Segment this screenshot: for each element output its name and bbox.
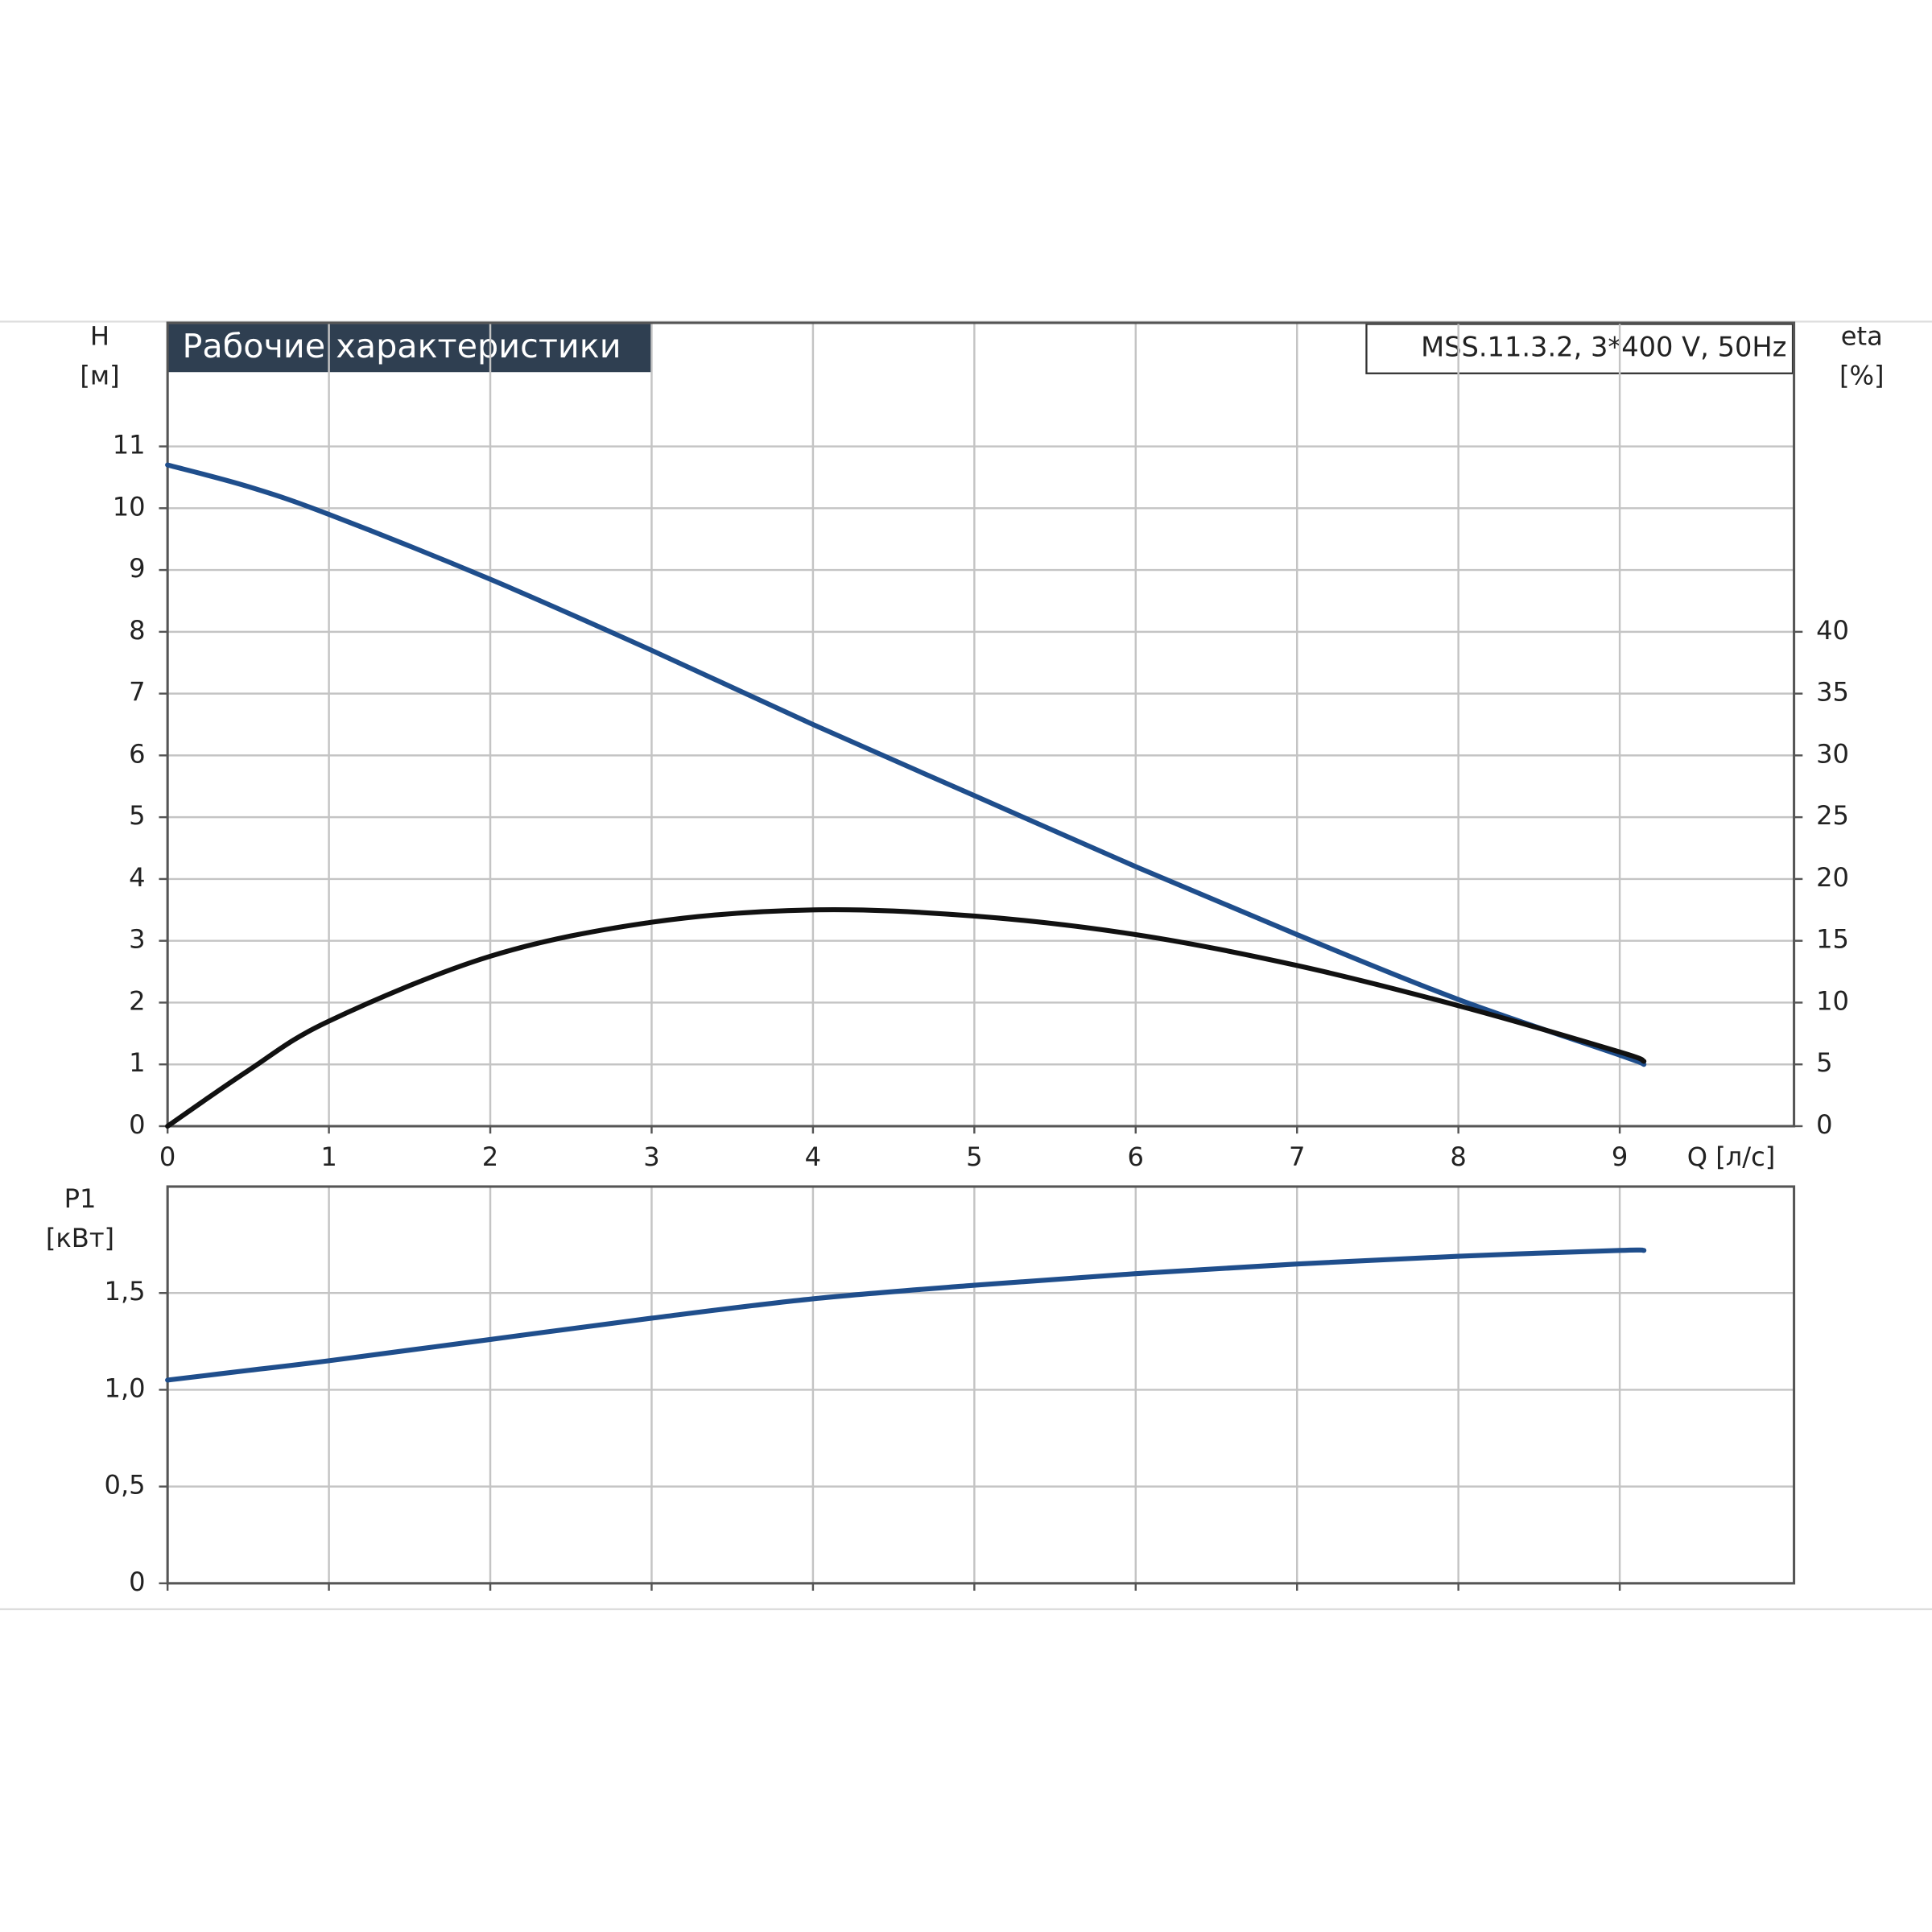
curve — [165, 1247, 1647, 1383]
x-tick-label: 1 — [320, 1141, 336, 1172]
y-axis-unit: [м] — [80, 360, 119, 390]
y-tick-label: 1 — [129, 1047, 145, 1078]
curve — [165, 462, 1647, 1067]
y2-tick-label: 25 — [1816, 800, 1849, 831]
y2-tick-label: 20 — [1816, 862, 1849, 893]
title-box — [167, 324, 652, 373]
y-tick-label: 7 — [129, 677, 145, 708]
y-tick-label: 10 — [113, 491, 146, 522]
y-tick-label: 5 — [129, 800, 145, 831]
y2-tick-label: 5 — [1816, 1047, 1832, 1078]
y-axis-unit: [кВт] — [46, 1223, 114, 1253]
model-box — [1365, 323, 1794, 374]
y2-tick-label: 10 — [1816, 985, 1849, 1016]
y-tick-label: 2 — [129, 985, 145, 1016]
x-tick-label: 9 — [1612, 1141, 1628, 1172]
y-tick-label: 3 — [129, 924, 145, 955]
x-tick-label: 4 — [805, 1141, 821, 1172]
model-label: MSS.11.3.2, 3*400 V, 50Hz — [1421, 332, 1786, 363]
y2-tick-label: 30 — [1816, 738, 1849, 769]
y-axis-label: H — [90, 320, 109, 351]
x-tick-label: 3 — [643, 1141, 659, 1172]
y-axis-label: P1 — [64, 1183, 97, 1214]
x-tick-label: 6 — [1128, 1141, 1144, 1172]
x-axis-label: Q [л/с] — [1687, 1141, 1776, 1172]
y-tick-label: 0 — [129, 1567, 145, 1597]
y-tick-label: 0 — [129, 1109, 145, 1140]
y-tick-label: 11 — [113, 430, 146, 460]
y-tick-label: 1,0 — [105, 1373, 146, 1403]
y-tick-label: 1,5 — [105, 1276, 146, 1307]
x-tick-label: 8 — [1450, 1141, 1466, 1172]
y-tick-label: 9 — [129, 553, 145, 584]
y2-tick-label: 35 — [1816, 677, 1849, 708]
x-tick-label: 2 — [482, 1141, 498, 1172]
y-tick-label: 4 — [129, 862, 145, 893]
y2-tick-label: 0 — [1816, 1109, 1832, 1140]
plot-frame — [166, 321, 1796, 1128]
x-tick-label: 7 — [1289, 1141, 1305, 1172]
y2-axis-label: eta — [1841, 320, 1883, 351]
plot-frame — [166, 1185, 1796, 1585]
curve — [165, 906, 1647, 1129]
y2-axis-unit: [%] — [1839, 360, 1885, 390]
y-tick-label: 8 — [129, 615, 145, 646]
x-tick-label: 5 — [966, 1141, 982, 1172]
y-tick-label: 6 — [129, 738, 145, 769]
y-tick-label: 0,5 — [105, 1470, 146, 1501]
y2-tick-label: 15 — [1816, 924, 1849, 955]
y2-tick-label: 40 — [1816, 615, 1849, 646]
x-tick-label: 0 — [159, 1141, 175, 1172]
chart-title: Рабочие характеристики — [183, 327, 621, 365]
